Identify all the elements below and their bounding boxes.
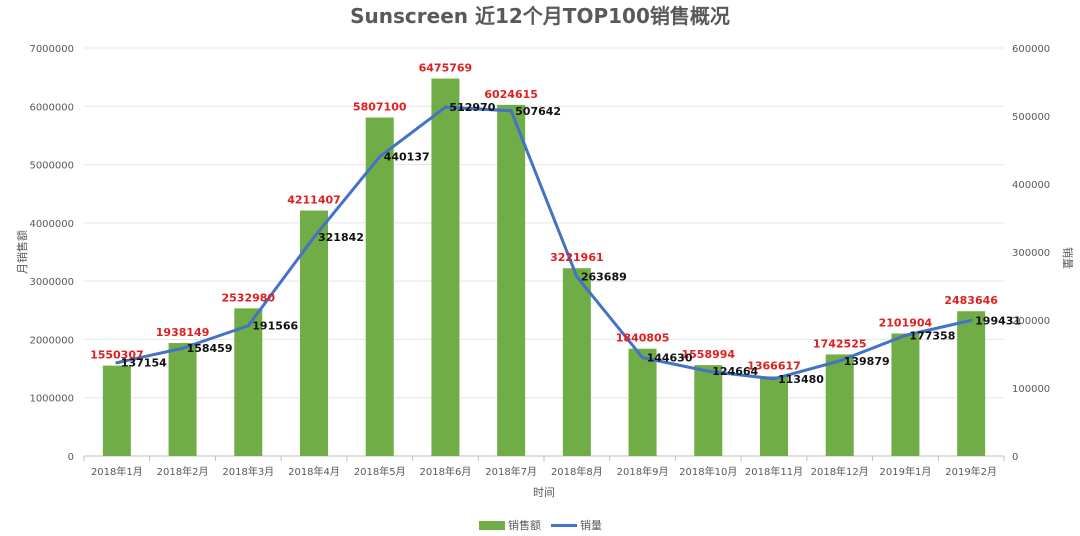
line-point: [443, 105, 447, 109]
line-point: [378, 155, 382, 159]
y-tick-label: 2000000: [29, 335, 74, 346]
line-data-label: 440137: [384, 151, 430, 164]
x-tick-label: 2018年4月: [288, 465, 340, 478]
line-data-label: 158459: [187, 342, 233, 355]
x-tick-label: 2018年2月: [157, 465, 209, 478]
legend-line-label: 销量: [580, 518, 602, 532]
bar: [760, 376, 788, 456]
x-tick-label: 2018年12月: [811, 465, 869, 478]
bar-data-label: 1366617: [747, 359, 801, 372]
x-tick-label: 2018年10月: [679, 465, 737, 478]
y2-axis-title: 销量: [1061, 247, 1075, 269]
x-tick-label: 2018年1月: [91, 465, 143, 478]
y2-tick-label: 200000: [1012, 316, 1050, 327]
bar: [431, 78, 460, 456]
y-tick-label: 3000000: [29, 277, 74, 288]
bar-data-label: 3221961: [550, 251, 604, 264]
bar-data-label: 2101904: [879, 316, 933, 329]
x-tick-label: 2018年7月: [485, 465, 537, 478]
bar-data-label: 1938149: [156, 326, 210, 339]
line-data-label: 263689: [581, 271, 627, 284]
line-point: [641, 356, 645, 360]
x-tick-label: 2018年11月: [745, 465, 803, 478]
bar-data-label: 2532980: [221, 291, 275, 304]
line-data-label: 191566: [252, 320, 298, 333]
line-point: [312, 235, 316, 239]
bar: [562, 268, 591, 456]
line-data-label: 124664: [712, 365, 758, 378]
bar: [957, 311, 986, 456]
bar-data-label: 6024615: [484, 88, 538, 101]
line-point: [969, 318, 973, 322]
legend: 销售额 销量: [479, 518, 602, 532]
line-data-label: 144630: [647, 352, 693, 365]
y-tick-label: 7000000: [29, 44, 74, 55]
line-point: [115, 361, 119, 365]
bar-series: [102, 78, 986, 457]
y2-tick-label: 0: [1012, 452, 1018, 463]
y-tick-label: 4000000: [29, 219, 74, 230]
line-point: [509, 109, 513, 113]
bar: [694, 365, 723, 456]
line-data-label: 512970: [449, 101, 495, 114]
line-point: [706, 369, 710, 373]
bar: [825, 354, 854, 456]
line-data-label: 507642: [515, 105, 561, 118]
data-labels: 1550307 1938149 2532980 4211407 5807100 64757…: [90, 62, 1021, 386]
y-axis-title: 月销售额: [15, 230, 29, 274]
x-tick-label: 2018年9月: [617, 465, 669, 478]
x-tick-label: 2018年8月: [551, 465, 603, 478]
y-tick-label: 0: [68, 452, 74, 463]
bar: [365, 117, 394, 457]
legend-bar-label: 销售额: [508, 518, 541, 532]
bar: [102, 365, 131, 456]
bar-data-label: 1558994: [681, 348, 735, 361]
y2-tick-label: 600000: [1012, 44, 1050, 55]
line-data-label: 139879: [844, 355, 890, 368]
series-line: [116, 105, 972, 381]
x-tick-label: 2018年3月: [222, 465, 274, 478]
legend-bar-swatch: [479, 521, 505, 530]
x-tick-label: 2018年6月: [420, 465, 472, 478]
line-data-label: 177358: [909, 329, 955, 342]
bar-data-label: 1742525: [813, 337, 867, 350]
line-data-label: 113480: [778, 373, 824, 386]
y-tick-label: 5000000: [29, 161, 74, 172]
chart-title: Sunscreen 近12个月TOP100销售概况: [350, 4, 730, 28]
y2-tick-label: 400000: [1012, 180, 1050, 191]
bar-data-label: 6475769: [419, 62, 473, 75]
line-point: [903, 333, 907, 337]
bar: [628, 348, 657, 456]
x-axis-title: 时间: [533, 486, 555, 499]
line-point: [246, 324, 250, 328]
line-point: [575, 275, 579, 279]
bar: [497, 104, 526, 456]
y2-tick-label: 100000: [1012, 384, 1050, 395]
line-series: [115, 105, 973, 381]
bar-data-label: 1550307: [90, 349, 144, 362]
bar: [891, 333, 920, 456]
bar-data-label: 2483646: [944, 294, 998, 307]
line-data-label: 137154: [121, 357, 167, 370]
axes: 0100000020000003000000400000050000006000…: [29, 44, 1050, 478]
line-data-label: 199431: [975, 314, 1021, 327]
y-tick-label: 1000000: [29, 394, 74, 405]
x-tick-label: 2018年5月: [354, 465, 406, 478]
bar: [300, 210, 328, 456]
y2-tick-label: 300000: [1012, 248, 1050, 259]
line-point: [181, 346, 185, 350]
y-tick-label: 6000000: [29, 102, 74, 113]
bar: [234, 308, 263, 456]
line-point: [772, 377, 776, 381]
bar-data-label: 4211407: [287, 194, 341, 207]
bar-data-label: 5807100: [353, 101, 407, 114]
bar-data-label: 1840805: [616, 332, 670, 345]
y2-tick-label: 500000: [1012, 112, 1050, 123]
line-data-label: 321842: [318, 231, 364, 244]
bar: [168, 343, 197, 456]
x-tick-label: 2019年2月: [945, 465, 997, 478]
x-tick-label: 2019年1月: [880, 465, 932, 478]
line-point: [838, 359, 842, 363]
